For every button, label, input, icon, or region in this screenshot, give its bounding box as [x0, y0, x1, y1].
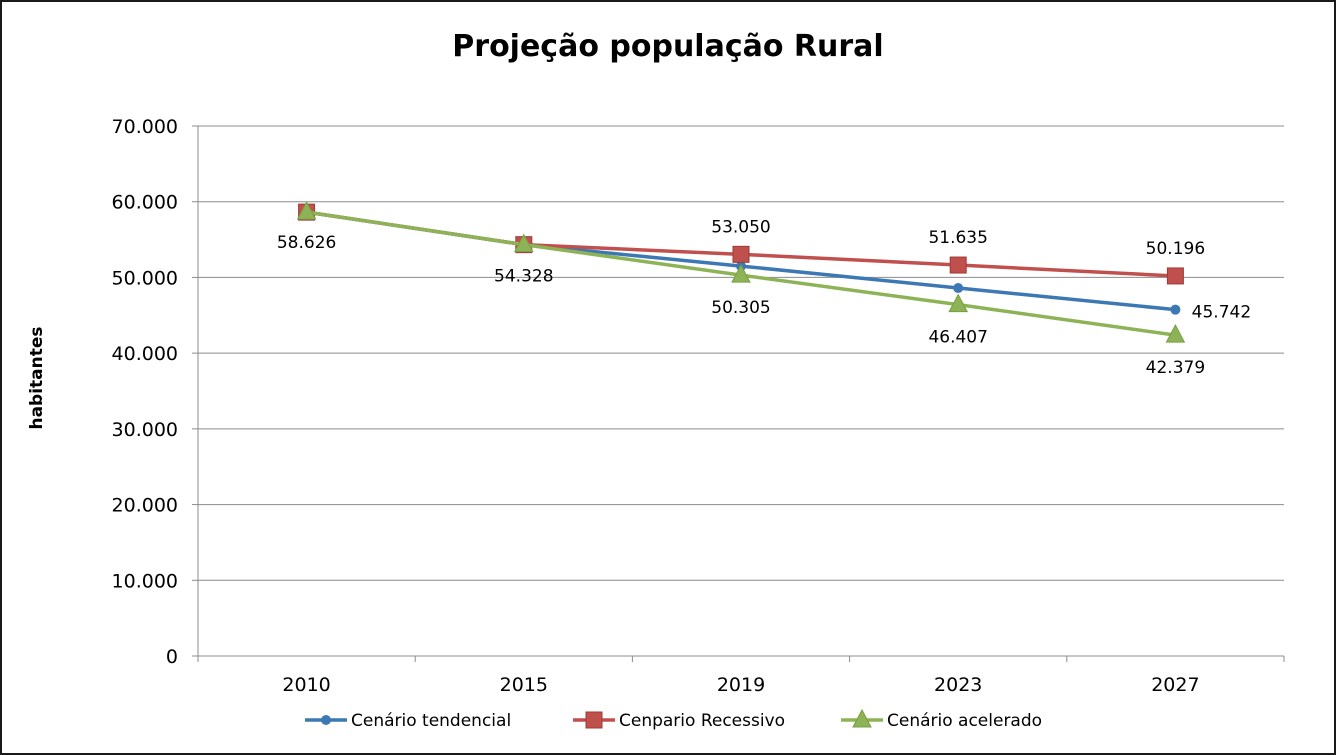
legend: Cenário tendencial Cenpario Recessivo Cená…	[305, 708, 1042, 731]
y-tick-label: 20.000	[112, 495, 178, 517]
point-marker	[585, 711, 603, 729]
point-marker	[1166, 267, 1184, 285]
data-label: 45.742	[1192, 303, 1251, 323]
legend-label: Cenpario Recessivo	[619, 711, 785, 731]
legend-label: Cenário acelerado	[887, 711, 1042, 731]
data-label: 50.196	[1146, 239, 1205, 259]
point-marker	[732, 245, 750, 263]
x-tick-label: 2023	[934, 674, 982, 696]
y-tick-labels: 0 10.000 20.000 30.000 40.000 50.000 60.000 70.…	[112, 116, 178, 668]
y-axis-label: habitantes	[27, 326, 47, 429]
chart-title: Projeção população Rural	[452, 29, 883, 64]
y-tick-label: 50.000	[112, 267, 178, 289]
point-marker	[296, 201, 317, 220]
data-labels: 45.742 53.050 51.635 50.196 58.626 54.328 50.3…	[277, 217, 1251, 378]
legend-entry: Cenário acelerado	[841, 708, 1042, 731]
data-label: 51.635	[928, 228, 987, 248]
axes	[192, 125, 1285, 662]
y-tick-label: 70.000	[112, 116, 178, 138]
x-tick-labels: 2010 2015 2019 2023 2027	[282, 674, 1199, 696]
x-tick-label: 2015	[500, 674, 548, 696]
gridlines	[198, 125, 1284, 581]
data-label: 42.379	[1146, 358, 1205, 378]
legend-entry: Cenpario Recessivo	[573, 711, 785, 731]
y-tick-label: 60.000	[112, 192, 178, 214]
point-marker	[949, 256, 967, 274]
y-tick-label: 0	[166, 646, 178, 668]
point-marker	[731, 264, 751, 283]
data-label: 53.050	[711, 217, 770, 237]
data-label: 46.407	[928, 328, 987, 348]
point-marker	[1170, 304, 1181, 315]
legend-label: Cenário tendencial	[351, 711, 511, 731]
series-triangle	[296, 201, 1186, 343]
point-marker	[1165, 324, 1186, 343]
series-group	[296, 201, 1186, 343]
data-label: 50.305	[711, 298, 770, 318]
point-marker	[953, 283, 964, 294]
x-tick-label: 2027	[1151, 674, 1199, 696]
x-tick-label: 2019	[717, 674, 765, 696]
legend-entry: Cenário tendencial	[305, 711, 511, 731]
data-label: 58.626	[277, 233, 336, 253]
point-marker	[321, 715, 331, 725]
data-label: 54.328	[494, 267, 553, 287]
point-marker	[513, 233, 534, 253]
y-tick-label: 40.000	[112, 343, 178, 365]
point-marker	[948, 293, 969, 313]
y-tick-label: 30.000	[112, 419, 178, 441]
point-marker	[852, 708, 872, 728]
y-tick-label: 10.000	[112, 570, 178, 592]
x-tick-label: 2010	[282, 674, 330, 696]
